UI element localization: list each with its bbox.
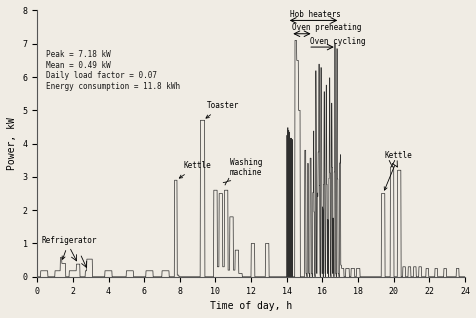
Text: Refrigerator: Refrigerator <box>41 236 97 259</box>
Text: Toaster: Toaster <box>206 101 238 118</box>
Text: Oven preheating: Oven preheating <box>291 23 361 32</box>
Text: Peak = 7.18 kW
Mean = 0.49 kW
Daily load factor = 0.07
Energy consumption = 11.8: Peak = 7.18 kW Mean = 0.49 kW Daily load… <box>46 50 180 91</box>
Y-axis label: Power, kW: Power, kW <box>7 117 17 170</box>
Text: Oven cycling: Oven cycling <box>309 38 365 46</box>
Text: Kettle: Kettle <box>179 161 211 178</box>
Text: Hob heaters: Hob heaters <box>290 10 340 19</box>
Text: Kettle: Kettle <box>384 151 412 190</box>
X-axis label: Time of day, h: Time of day, h <box>209 301 292 311</box>
Text: Washing
machine: Washing machine <box>223 157 262 185</box>
